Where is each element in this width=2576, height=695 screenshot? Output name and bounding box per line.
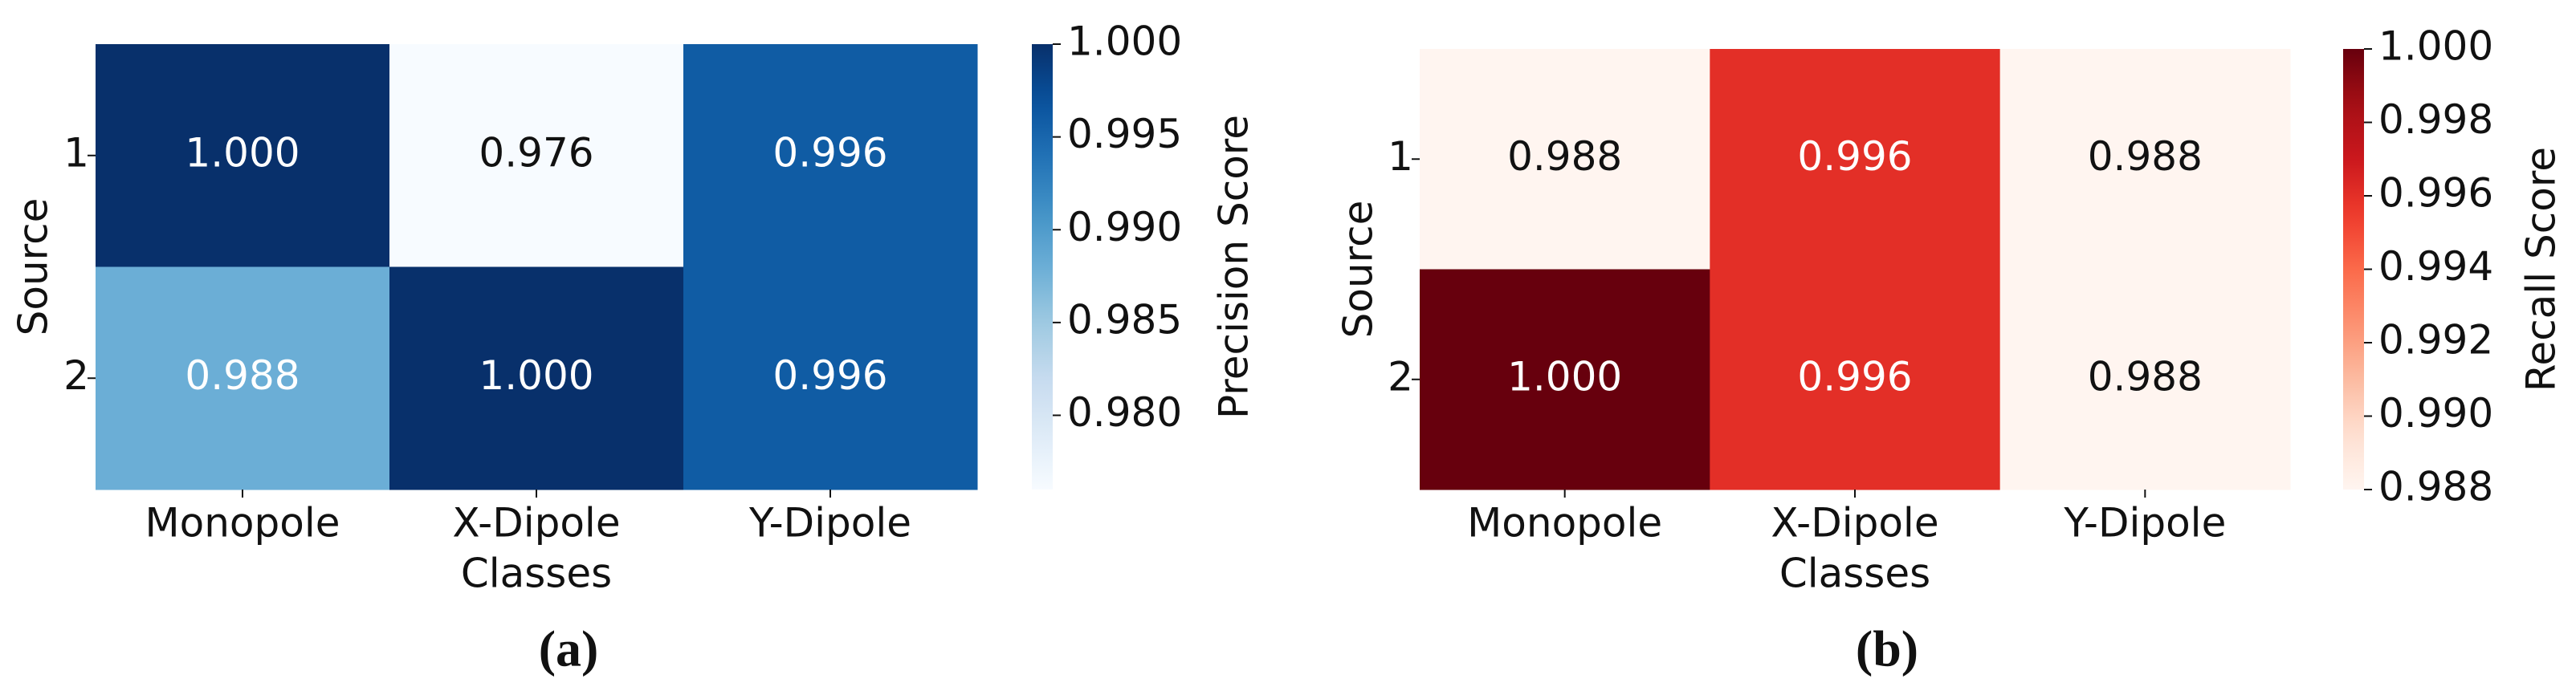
heatmap-cell xyxy=(1999,49,2291,270)
colorbar-tick-label: 0.992 xyxy=(2378,317,2493,364)
cell-label: 1.000 xyxy=(185,129,300,176)
heatmap-cell xyxy=(96,44,390,267)
x-tick-label: X-Dipole xyxy=(1771,500,1938,547)
cell-label: 0.988 xyxy=(185,352,300,399)
colorbar-tick-label: 0.998 xyxy=(2378,96,2493,143)
cell-label: 0.996 xyxy=(1797,353,1912,400)
heatmap-cell xyxy=(1710,269,2001,490)
y-axis-label: Source xyxy=(10,198,57,336)
heatmap-cell xyxy=(1420,49,1710,270)
heatmap-cell xyxy=(683,266,978,490)
colorbar-tick-label: 0.990 xyxy=(2378,390,2493,437)
x-tick-label: Y-Dipole xyxy=(748,500,911,547)
colorbar-tick-label: 1.000 xyxy=(2378,23,2493,70)
heatmap-cell xyxy=(96,266,390,490)
x-tick-label: Monopole xyxy=(1467,500,1662,547)
colorbar-tick-label: 0.994 xyxy=(2378,243,2493,290)
colorbar-label: Precision Score xyxy=(1211,115,1257,419)
y-tick-label: 1 xyxy=(1388,133,1413,180)
colorbar xyxy=(1032,44,1053,490)
colorbar-label: Recall Score xyxy=(2518,147,2565,392)
cell-label: 0.976 xyxy=(479,129,593,176)
x-axis-label: Classes xyxy=(1779,551,1930,597)
colorbar-tick-label: 0.996 xyxy=(2378,170,2493,217)
y-tick-label: 2 xyxy=(1388,353,1413,400)
cell-label: 0.988 xyxy=(2088,133,2203,180)
x-tick-label: X-Dipole xyxy=(452,500,620,547)
colorbar xyxy=(2343,49,2364,490)
heatmap-cell xyxy=(1999,269,2291,490)
heatmap-cell xyxy=(683,44,978,267)
caption: (a) xyxy=(539,620,599,677)
cell-label: 0.988 xyxy=(2088,353,2203,400)
cell-label: 0.996 xyxy=(772,352,887,399)
y-tick-label: 1 xyxy=(63,129,89,176)
colorbar-tick-label: 1.000 xyxy=(1067,18,1182,65)
x-axis-label: Classes xyxy=(461,551,612,597)
cell-label: 0.996 xyxy=(772,129,887,176)
x-tick-label: Monopole xyxy=(145,500,340,547)
cell-label: 1.000 xyxy=(1507,353,1622,400)
heatmap-cell xyxy=(389,44,684,267)
caption: (b) xyxy=(1856,620,1918,677)
x-tick-label: Y-Dipole xyxy=(2063,500,2226,547)
cell-label: 0.996 xyxy=(1797,133,1912,180)
heatmap-cell xyxy=(1420,269,1710,490)
y-axis-label: Source xyxy=(1335,201,1382,339)
colorbar-tick-label: 0.995 xyxy=(1067,111,1182,157)
cell-label: 0.988 xyxy=(1507,133,1622,180)
colorbar-tick-label: 0.990 xyxy=(1067,204,1182,250)
heatmap-cell xyxy=(389,266,684,490)
colorbar-tick-label: 0.988 xyxy=(2378,464,2493,510)
cell-label: 1.000 xyxy=(479,352,593,399)
colorbar-tick-label: 0.980 xyxy=(1067,389,1182,436)
heatmap-cell xyxy=(1710,49,2001,270)
colorbar-tick-label: 0.985 xyxy=(1067,296,1182,343)
y-tick-label: 2 xyxy=(63,352,89,399)
